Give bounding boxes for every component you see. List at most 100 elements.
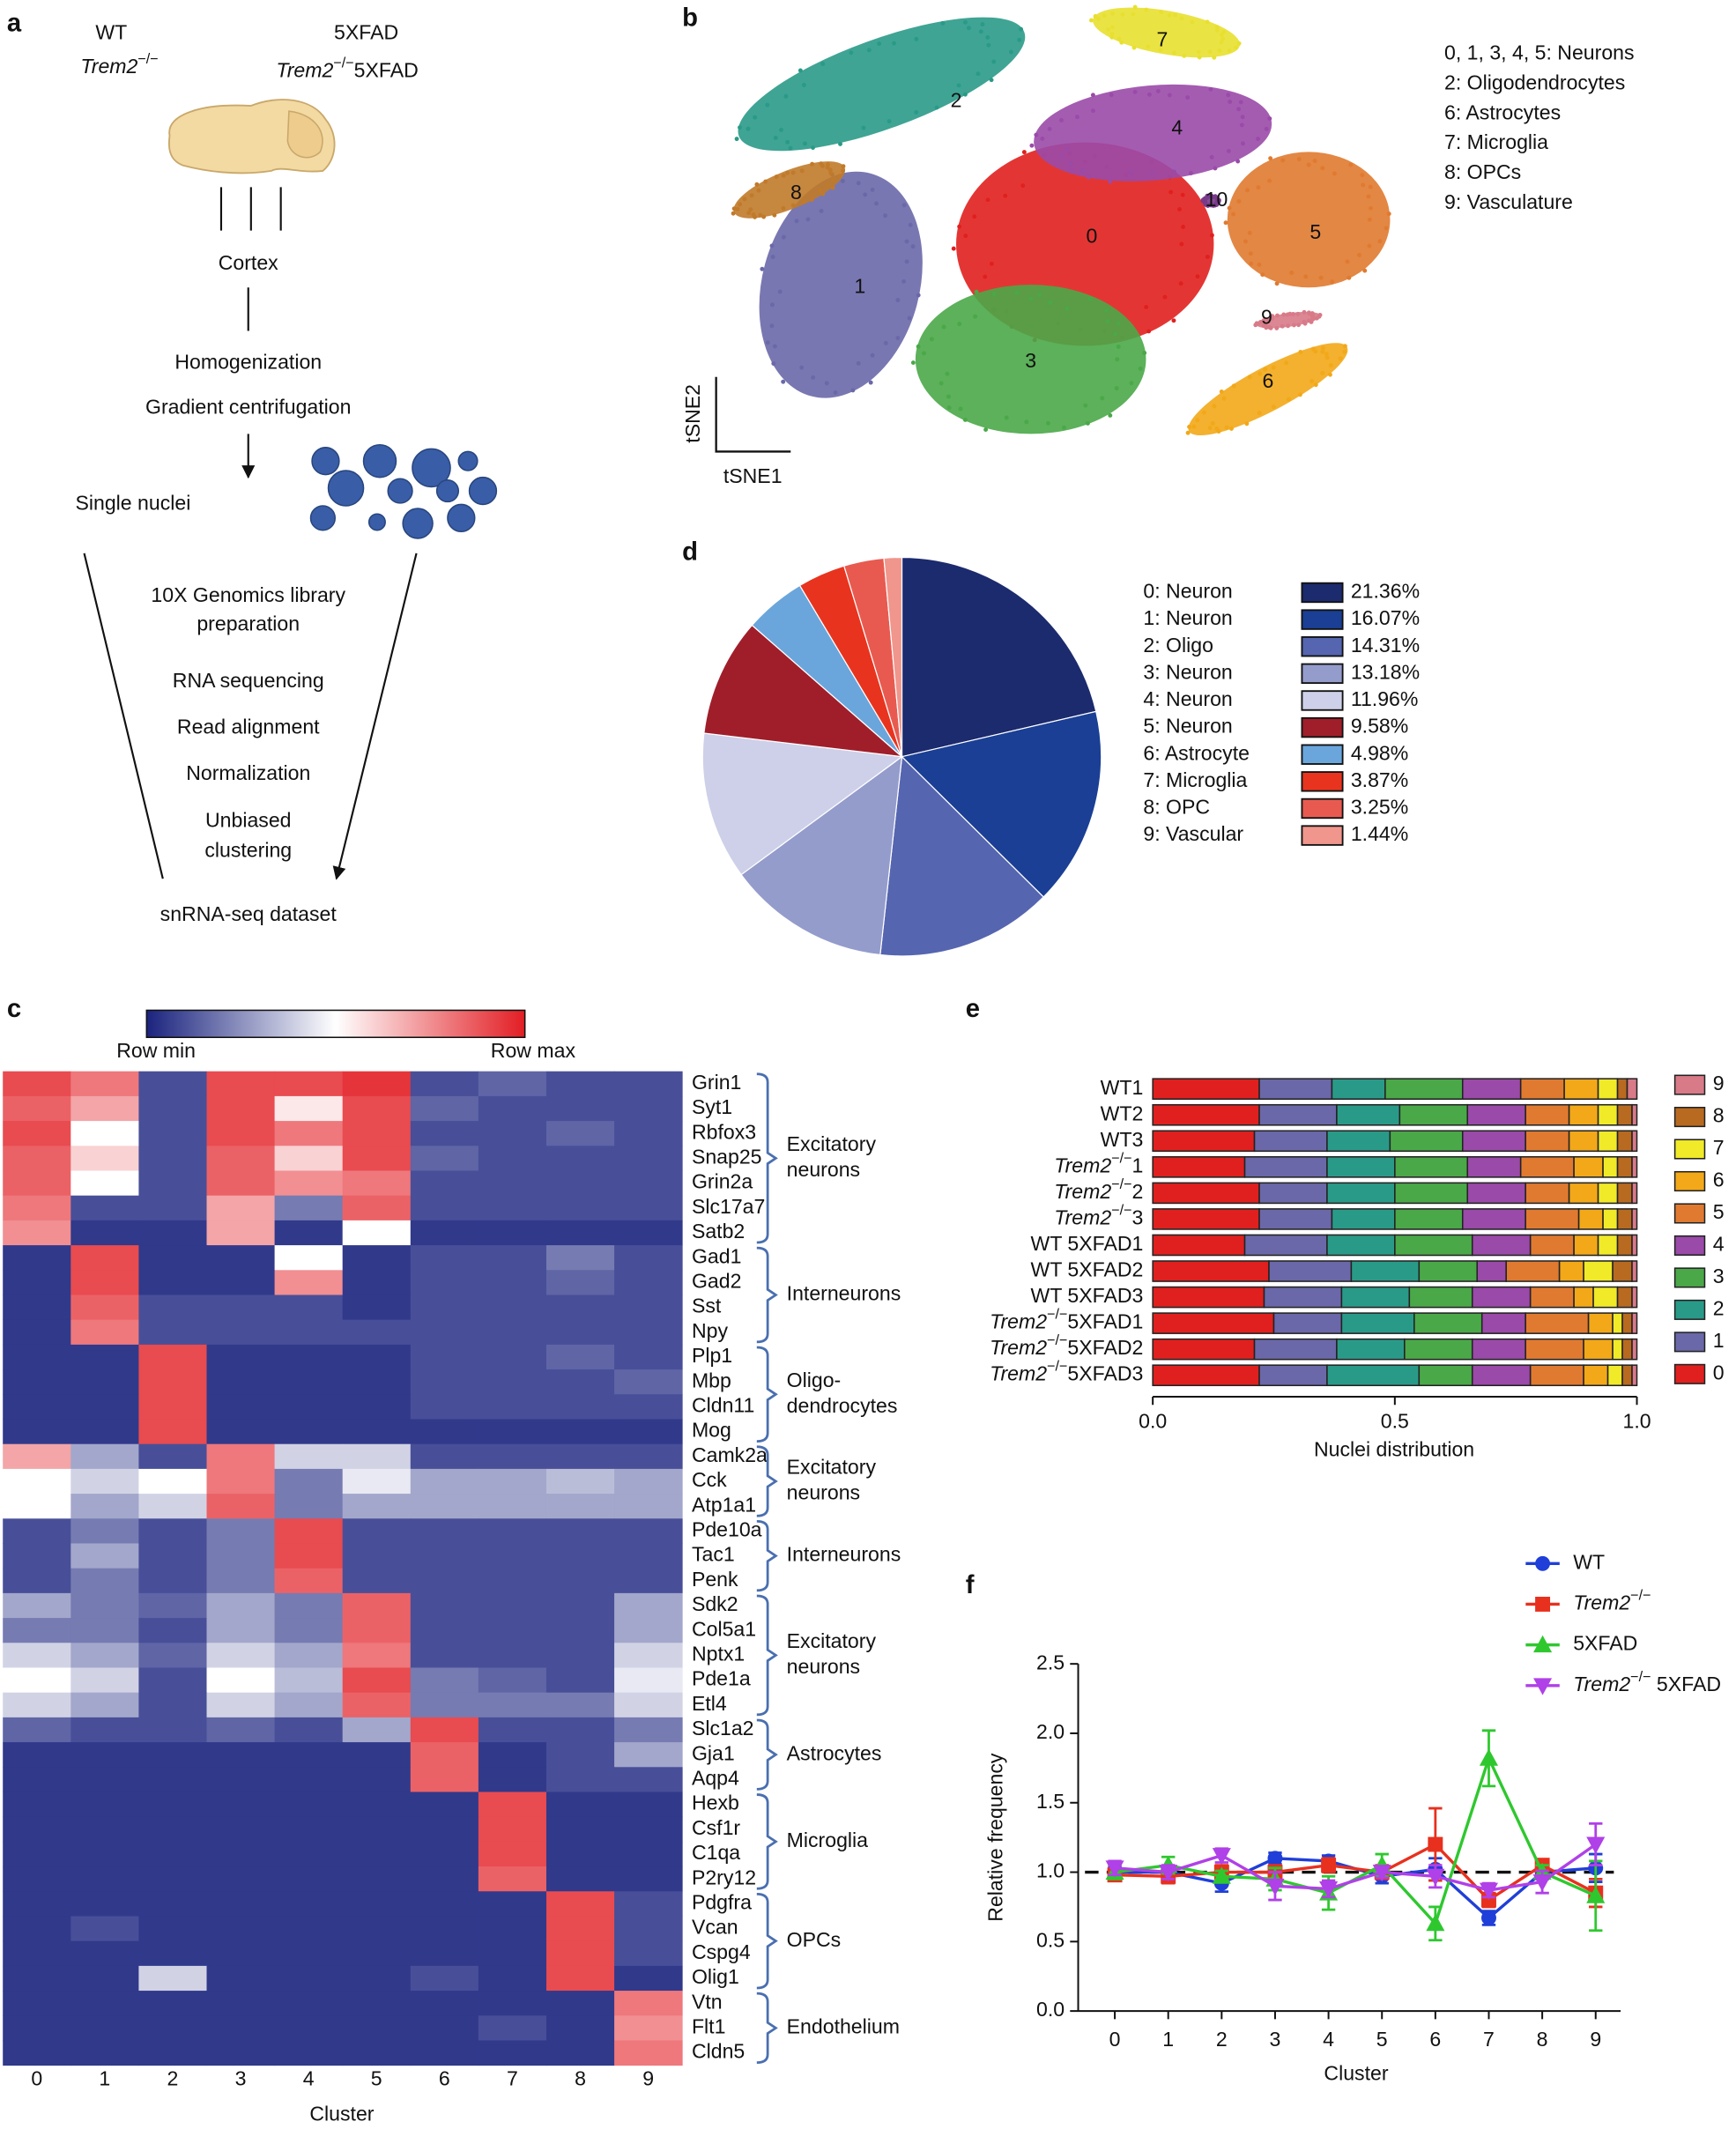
tsne-cluster <box>759 171 923 398</box>
bar-segment <box>1621 1312 1633 1334</box>
heat-cell <box>614 1543 683 1569</box>
bar-segment <box>1602 1156 1619 1178</box>
heat-cell <box>138 1667 207 1694</box>
tsne-dots <box>1226 93 1231 98</box>
tsne-dots <box>1309 319 1314 324</box>
tsne-dots <box>763 179 768 184</box>
heat-cell <box>138 1618 207 1643</box>
cluster-label: 3 <box>1025 349 1036 372</box>
tsne-dots <box>1088 18 1094 23</box>
tsne-dots <box>1212 55 1217 60</box>
marker <box>1532 1874 1552 1892</box>
tsne-dots <box>1067 161 1072 167</box>
heat-cell <box>3 1816 71 1843</box>
step: Normalization <box>186 761 310 784</box>
pie-slice <box>703 624 904 758</box>
heat-cell <box>478 1294 547 1321</box>
step: Single nuclei <box>76 492 191 515</box>
tsne-dots <box>904 239 909 244</box>
bar-segment <box>1616 1234 1633 1257</box>
heat-cell <box>342 1742 412 1768</box>
group-label: Interneurons <box>787 1282 901 1305</box>
bar-segment <box>1505 1260 1561 1282</box>
tsne-dots <box>1257 371 1263 376</box>
marker <box>1533 1678 1553 1695</box>
heat-cell <box>138 1965 207 1992</box>
tsne-dots <box>1119 40 1124 45</box>
tsne-dots <box>1021 150 1027 155</box>
heat-cell <box>274 1965 344 1992</box>
heat-cell <box>478 1667 547 1694</box>
tsne-dots <box>910 244 916 249</box>
legend-label: 5 <box>1713 1200 1725 1223</box>
heat-cell <box>206 1518 276 1544</box>
gene-label: Rbfox3 <box>692 1120 756 1143</box>
value-label: 11.96% <box>1351 687 1419 710</box>
heat-cell <box>206 1344 276 1370</box>
bar-segment <box>1326 1234 1396 1257</box>
bar-segment <box>1152 1156 1246 1178</box>
group-label: neurons <box>787 1481 860 1504</box>
legend-swatch <box>1301 771 1344 792</box>
tsne-dots <box>824 381 829 386</box>
legend-swatch <box>1301 825 1344 846</box>
bar-segment <box>1152 1338 1256 1361</box>
heat-cell <box>206 1095 276 1122</box>
heat-cell <box>410 1443 479 1470</box>
heat-cell <box>410 1891 479 1917</box>
tsne-dots <box>978 29 983 34</box>
gene-label: Gja1 <box>692 1741 735 1764</box>
bar-segment <box>1529 1364 1584 1387</box>
tsne-dots <box>1065 147 1070 152</box>
bar-segment <box>1413 1312 1483 1334</box>
x-tick-label: 4 <box>1323 2028 1334 2051</box>
heat-cell <box>614 1245 683 1271</box>
tsne-dots <box>785 139 790 145</box>
bar-segment <box>1331 1208 1396 1230</box>
tsne-dots <box>1129 169 1134 174</box>
heat-cell <box>70 1692 139 1718</box>
legend-swatch <box>1301 744 1344 765</box>
bar-segment <box>1394 1234 1473 1257</box>
heat-cell <box>138 1294 207 1321</box>
heat-cell <box>206 1170 276 1197</box>
tsne-dots <box>1312 159 1317 164</box>
heat-cell <box>342 1940 412 1967</box>
gene-label: Vtn <box>692 1990 723 2013</box>
tsne-dots <box>1268 156 1273 161</box>
heat-cell <box>478 1692 547 1718</box>
y-tick-label: Trem2−/−5XFAD3 <box>990 1359 1143 1385</box>
tsne-dots <box>945 371 950 376</box>
y-tick-label: Trem2−/−5XFAD1 <box>990 1307 1143 1333</box>
gene-label: Satb2 <box>692 1220 745 1243</box>
heat-cell <box>70 1270 139 1295</box>
bar-segment <box>1616 1130 1633 1153</box>
heat-cell <box>342 1195 412 1221</box>
tsne-dots <box>1093 13 1098 19</box>
heat-cell <box>614 1220 683 1246</box>
tsne-dots <box>1197 49 1201 55</box>
bar-segment <box>1616 1103 1633 1126</box>
text-run: 3 <box>1132 1206 1144 1229</box>
heat-cell <box>206 1940 276 1967</box>
tsne-dots <box>1302 309 1307 315</box>
gene-label: Cldn5 <box>692 2040 745 2063</box>
axis-label: Relative frequency <box>983 1753 1006 1922</box>
tsne-dots <box>901 203 907 208</box>
tsne-dots <box>866 48 872 53</box>
tsne-dots <box>1320 349 1325 354</box>
heat-cell <box>3 1940 71 1967</box>
heat-cell <box>70 2015 139 2041</box>
x-tick-label: 0.5 <box>1381 1409 1409 1432</box>
heat-cell <box>614 1270 683 1295</box>
legend-label: 9 <box>1713 1072 1725 1094</box>
heat-cell <box>342 1841 412 1867</box>
text-run: Trem2 <box>1054 1154 1111 1176</box>
legend-label: 3 <box>1713 1265 1725 1287</box>
heat-cell <box>614 1568 683 1594</box>
tsne-dots <box>1116 345 1121 349</box>
heat-cell <box>274 1195 344 1221</box>
heat-cell <box>478 1344 547 1370</box>
tsne-dots <box>1307 311 1312 316</box>
heat-cell <box>70 1965 139 1992</box>
